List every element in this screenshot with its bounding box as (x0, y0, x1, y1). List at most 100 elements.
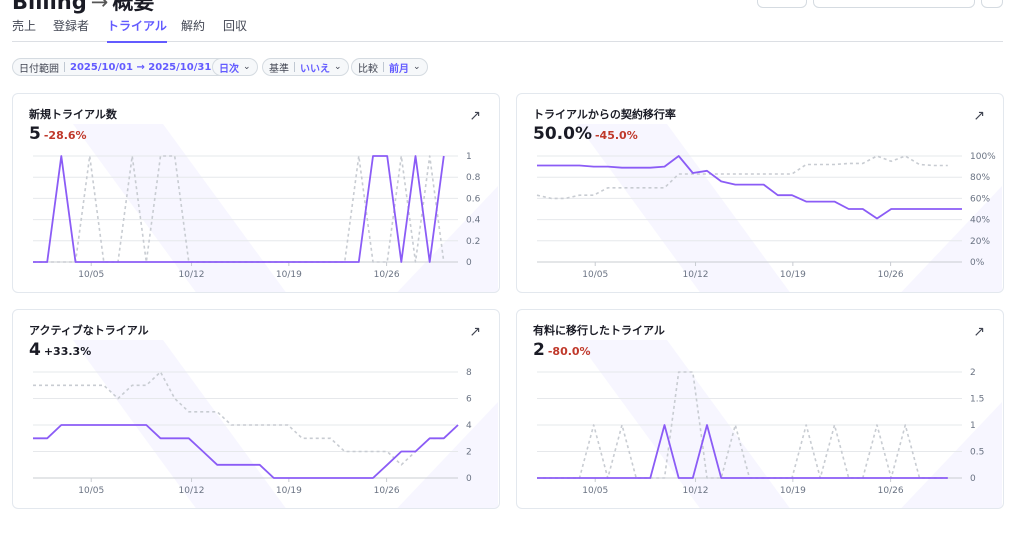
tab-subscribers[interactable]: 登録者 (53, 19, 90, 33)
decorative-band (397, 402, 498, 508)
y-tick-label: 1 (970, 421, 976, 431)
x-tick-label: 10/12 (179, 486, 205, 496)
y-tick-label: 4 (466, 421, 472, 431)
arrow-up-right-icon[interactable]: ↗ (469, 108, 481, 124)
card-value-row: 50.0% -45.0% (533, 124, 638, 144)
arrow-up-right-icon[interactable]: ↗ (973, 324, 985, 340)
y-tick-label: 0% (970, 258, 985, 268)
card-value: 50.0% (533, 124, 592, 144)
card-converted-trials[interactable]: 0 0.5 1 1.5 2 10/05 10/12 10/19 10/26 有料に移行したトライ… (516, 309, 1004, 509)
card-title: 有料に移行したトライアル (533, 324, 665, 337)
x-tick-label: 10/19 (276, 270, 302, 280)
x-tick-label: 10/12 (179, 270, 205, 280)
decorative-band (73, 124, 286, 292)
decorative-band (901, 402, 1002, 508)
card-value-row: 2 -80.0% (533, 340, 591, 360)
arrow-up-right-icon[interactable]: ↗ (973, 108, 985, 124)
series-current-line (537, 424, 948, 479)
tab-collections[interactable]: 回収 (223, 19, 248, 33)
chevron-down-icon: ⌄ (243, 62, 251, 72)
card-value: 5 (29, 124, 41, 144)
x-tick-label: 10/05 (78, 486, 104, 496)
card-value-row: 4 +33.3% (29, 340, 91, 360)
conversion-rate-chart: 0% 20% 40% 60% 80% 100% 10/05 10/12 10/19 10/26 (536, 124, 1002, 292)
decorative-band (73, 340, 286, 508)
x-tick-label: 10/12 (683, 486, 709, 496)
x-tick-label: 10/26 (878, 486, 904, 496)
card-active-trials[interactable]: 0 2 4 6 8 10/05 10/12 10/19 10/26 アクティブなトライアル 4 +… (12, 309, 500, 509)
tab-bar: 売上 登録者 トライアル 解約 回収 (12, 17, 1003, 43)
arrow-up-right-icon[interactable]: ↗ (469, 324, 481, 340)
decorative-band (397, 186, 498, 292)
card-change: -80.0% (547, 345, 591, 358)
y-tick-label: 100% (970, 152, 996, 162)
y-tick-label: 0.4 (466, 216, 481, 226)
converted-trials-chart: 0 0.5 1 1.5 2 10/05 10/12 10/19 10/26 (537, 340, 1002, 508)
x-tick-label: 10/12 (683, 270, 709, 280)
page-title: Billing → 概要 (12, 0, 154, 16)
y-tick-label: 0.8 (466, 173, 481, 183)
header-search-field[interactable] (813, 0, 975, 8)
card-new-trials[interactable]: 0 0.2 0.4 0.6 0.8 1 10/05 10/12 10/19 10/26 新規トライ… (12, 93, 500, 293)
decorative-band (577, 340, 790, 508)
series-previous-line (537, 371, 948, 479)
card-change: -45.0% (594, 129, 638, 142)
compare-filter[interactable]: 比較 前月 ⌄ (351, 58, 428, 76)
y-tick-label: 2 (466, 448, 472, 458)
y-tick-label: 40% (970, 216, 990, 226)
card-title: アクティブなトライアル (29, 324, 149, 337)
x-tick-label: 10/05 (582, 486, 608, 496)
card-change: +33.3% (43, 345, 92, 358)
series-previous-line (33, 371, 459, 466)
breadcrumb-app[interactable]: Billing (12, 0, 87, 14)
y-tick-label: 6 (466, 395, 472, 405)
decorative-band (577, 124, 790, 292)
y-tick-label: 0 (466, 258, 472, 268)
x-tick-label: 10/05 (582, 270, 608, 280)
y-tick-label: 0 (970, 474, 976, 484)
card-change: -28.6% (43, 129, 87, 142)
date-range-value: 2025/10/01 → 2025/10/31 (70, 61, 212, 73)
interval-filter[interactable]: 日次 ⌄ (212, 58, 258, 76)
series-current-line (537, 155, 962, 220)
y-tick-label: 0.6 (466, 194, 481, 204)
breadcrumb-page: 概要 (112, 0, 155, 14)
x-tick-label: 10/19 (276, 486, 302, 496)
new-trials-chart: 0 0.2 0.4 0.6 0.8 1 10/05 10/12 10/19 10/26 (33, 124, 498, 292)
y-tick-label: 0 (466, 474, 472, 484)
y-tick-label: 0.5 (970, 448, 984, 458)
chevron-down-icon: ⌄ (413, 62, 421, 72)
y-tick-label: 8 (466, 368, 472, 378)
y-tick-label: 2 (970, 368, 976, 378)
basis-label: 基準 (269, 63, 289, 75)
x-tick-label: 10/26 (374, 270, 400, 280)
y-tick-label: 1.5 (970, 395, 984, 405)
tab-churn[interactable]: 解約 (181, 19, 206, 33)
basis-value: いいえ (300, 63, 330, 75)
compare-label: 比較 (358, 63, 378, 75)
card-value-row: 5 -28.6% (29, 124, 87, 144)
basis-filter[interactable]: 基準 いいえ ⌄ (262, 58, 349, 76)
x-tick-label: 10/19 (780, 270, 806, 280)
header-action-button[interactable] (757, 0, 807, 8)
series-previous-line (536, 155, 948, 200)
x-tick-label: 10/26 (374, 486, 400, 496)
x-tick-label: 10/26 (878, 270, 904, 280)
card-value: 2 (533, 340, 545, 360)
tab-trials[interactable]: トライアル (107, 17, 167, 43)
date-range-label: 日付範囲 (19, 63, 59, 75)
chevron-down-icon: ⌄ (334, 62, 342, 72)
card-title: トライアルからの契約移行率 (533, 108, 676, 121)
y-tick-label: 1 (466, 152, 472, 162)
compare-value: 前月 (389, 63, 409, 75)
y-tick-label: 20% (970, 237, 990, 247)
series-current-line (33, 424, 459, 479)
y-tick-label: 0.2 (466, 237, 480, 247)
tab-revenue[interactable]: 売上 (12, 19, 37, 33)
card-value: 4 (29, 340, 41, 360)
header-more-button[interactable] (981, 0, 1003, 8)
card-conversion-rate[interactable]: 0% 20% 40% 60% 80% 100% 10/05 10/12 10/19 10/26 ト… (516, 93, 1004, 293)
card-title: 新規トライアル数 (29, 108, 117, 121)
active-trials-chart: 0 2 4 6 8 10/05 10/12 10/19 10/26 (33, 340, 498, 508)
